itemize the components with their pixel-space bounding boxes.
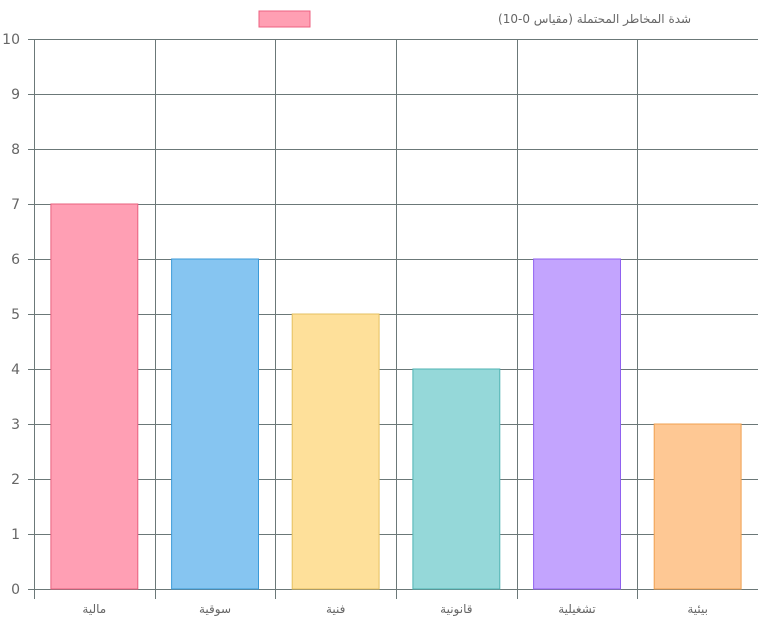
y-tick-label: 0: [11, 582, 20, 598]
x-tick-label: سوقية: [199, 602, 231, 617]
bar-4[interactable]: [412, 368, 501, 590]
bar-6[interactable]: [653, 423, 742, 590]
y-tick-label: 6: [11, 252, 20, 268]
y-axis-ticks: 0 1 2 3 4 5 6 7 8 9 10: [2, 32, 20, 598]
x-tick-label: مالية: [82, 602, 106, 616]
y-tick-label: 1: [11, 527, 20, 543]
y-tick-label: 8: [11, 142, 20, 158]
x-tick-label: قانونية: [440, 602, 472, 617]
bar-2[interactable]: [171, 258, 260, 590]
chart-bars: [50, 203, 742, 590]
y-tick-label: 10: [2, 32, 20, 48]
y-tick-label: 2: [11, 472, 20, 488]
x-axis-ticks: مالية سوقية فنية قانونية تشغيلية بيئية: [82, 602, 708, 617]
chart-legend[interactable]: شدة المخاطر المحتملة (مقياس 0-10): [258, 10, 691, 28]
y-tick-label: 9: [11, 87, 20, 103]
y-tick-label: 7: [11, 197, 20, 213]
x-tick-label: تشغيلية: [558, 602, 595, 616]
y-tick-label: 3: [11, 417, 20, 433]
legend-swatch[interactable]: [258, 10, 311, 28]
legend-label[interactable]: شدة المخاطر المحتملة (مقياس 0-10): [498, 12, 691, 27]
y-tick-label: 4: [11, 362, 20, 378]
x-tick-label: فنية: [326, 602, 345, 616]
y-tick-label: 5: [11, 307, 20, 323]
bar-3[interactable]: [291, 313, 380, 590]
x-tick-label: بيئية: [687, 602, 708, 616]
bar-1[interactable]: [50, 203, 139, 590]
bar-5[interactable]: [533, 258, 621, 590]
chart-grid: [28, 39, 758, 599]
